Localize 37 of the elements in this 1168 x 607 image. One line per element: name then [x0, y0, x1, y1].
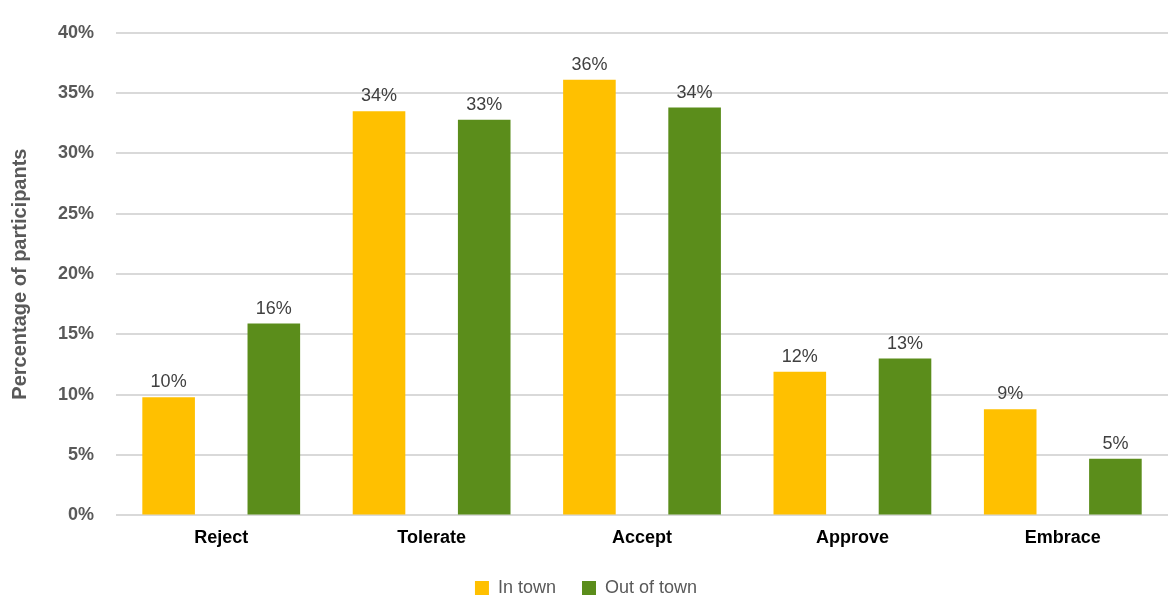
bar [773, 371, 827, 515]
legend-label: Out of town [604, 576, 698, 597]
bar [878, 358, 932, 515]
bar [142, 397, 195, 515]
y-tick-label: 20% [58, 263, 95, 284]
x-tick-label: Tolerate [397, 527, 466, 548]
y-tick-label: 35% [58, 82, 95, 103]
y-tick-label: 25% [58, 202, 95, 223]
bar [668, 107, 721, 515]
y-tick-label: 5% [68, 444, 95, 465]
legend-label: In town [497, 576, 557, 597]
data-label: 10% [150, 371, 187, 392]
y-tick-label: 40% [58, 21, 95, 42]
bar [352, 111, 406, 515]
data-label: 12% [781, 345, 818, 366]
bar [457, 119, 511, 515]
bar [563, 79, 616, 515]
x-tick-label: Reject [194, 527, 249, 548]
x-tick-label: Approve [815, 527, 889, 548]
data-label: 13% [886, 332, 924, 353]
data-label: 9% [997, 383, 1024, 404]
data-label: 36% [571, 53, 608, 74]
bar [1089, 458, 1142, 515]
y-tick-label: 10% [58, 383, 95, 404]
y-tick-label: 15% [58, 323, 95, 344]
data-label: 34% [361, 85, 398, 106]
y-axis-title: Percentage of participants [7, 148, 30, 400]
y-tick-label: 30% [58, 142, 95, 163]
data-label: 34% [676, 81, 713, 102]
bar [247, 323, 301, 515]
x-tick-label: Accept [612, 527, 673, 548]
data-label: 33% [466, 93, 503, 114]
bar [983, 409, 1037, 515]
y-tick-label: 0% [68, 504, 95, 525]
data-label: 5% [1102, 432, 1129, 453]
x-tick-label: Embrace [1024, 527, 1101, 548]
data-label: 16% [255, 297, 292, 318]
